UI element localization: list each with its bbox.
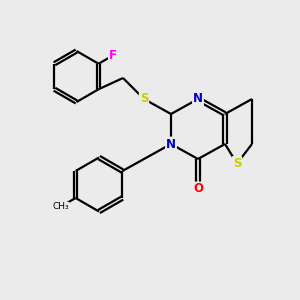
Text: S: S bbox=[233, 157, 241, 170]
Text: CH₃: CH₃ bbox=[52, 202, 69, 211]
Text: F: F bbox=[109, 49, 117, 62]
Text: N: N bbox=[166, 137, 176, 151]
Text: S: S bbox=[140, 92, 148, 106]
Text: O: O bbox=[193, 182, 203, 196]
Text: N: N bbox=[193, 92, 203, 106]
